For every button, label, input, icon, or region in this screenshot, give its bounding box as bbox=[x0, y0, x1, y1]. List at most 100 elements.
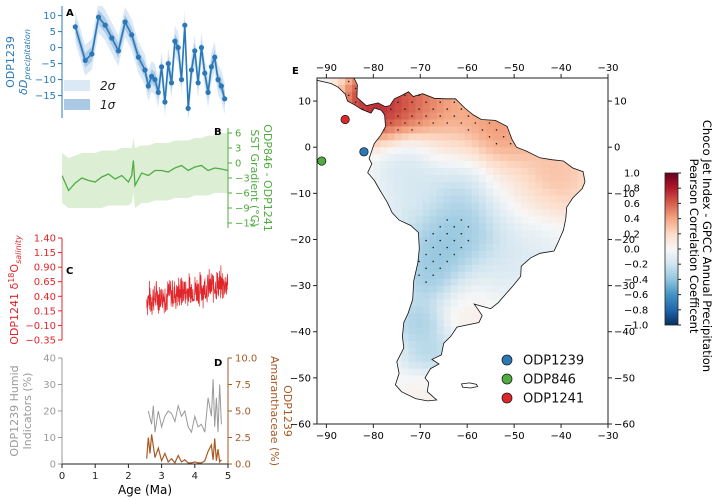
heat-cell bbox=[556, 188, 564, 196]
heat-cell bbox=[422, 154, 430, 162]
panel-d-left-ylabel-line1: ODP1239 Humid bbox=[8, 365, 21, 456]
panel-b-ylabel-line1: ODP846 - ODP1241 bbox=[261, 124, 274, 231]
heat-cell bbox=[570, 168, 578, 176]
heat-cell bbox=[450, 244, 459, 252]
heat-cell bbox=[401, 195, 409, 203]
heat-cell bbox=[500, 251, 508, 259]
heat-cell bbox=[380, 181, 388, 190]
heat-cell bbox=[507, 237, 515, 245]
heat-cell bbox=[331, 78, 339, 86]
heat-cell bbox=[514, 168, 522, 176]
heat-cell bbox=[415, 320, 423, 328]
heat-cell bbox=[415, 168, 423, 176]
stipple-dot bbox=[425, 101, 427, 103]
heat-cell bbox=[436, 313, 445, 321]
stipple-dot bbox=[432, 246, 435, 249]
heat-cell bbox=[521, 168, 529, 176]
heat-cell bbox=[422, 320, 430, 328]
heat-cell bbox=[478, 195, 487, 203]
stipple-dot bbox=[397, 115, 399, 117]
heat-cell bbox=[500, 174, 508, 183]
heat-cell bbox=[535, 161, 543, 169]
stipple-dot bbox=[432, 260, 435, 263]
heat-cell bbox=[478, 174, 487, 183]
heat-cell bbox=[471, 299, 480, 307]
heat-cell bbox=[450, 147, 459, 155]
colorbar-tick-label: −0.8 bbox=[624, 305, 648, 316]
heat-cell bbox=[380, 154, 388, 162]
panel-a-point bbox=[109, 35, 115, 41]
heat-cell bbox=[373, 147, 381, 155]
heat-cell bbox=[394, 147, 402, 155]
heat-cell bbox=[422, 174, 430, 183]
heat-cell bbox=[549, 174, 557, 183]
map-right-tick-label: −60 bbox=[614, 420, 635, 431]
heat-cell bbox=[443, 202, 452, 210]
panel-c-series bbox=[146, 265, 228, 316]
heat-cell bbox=[457, 188, 466, 196]
heat-cell bbox=[450, 320, 459, 328]
panel-d-left-y-ticks: 0 10 20 30 40 bbox=[43, 354, 62, 471]
stipple-dot bbox=[460, 232, 463, 235]
heat-cell bbox=[450, 188, 459, 196]
heat-cell bbox=[493, 271, 501, 280]
panel-d-left-tick-label: 30 bbox=[43, 380, 56, 391]
heat-cell bbox=[521, 251, 529, 259]
panel-a-point bbox=[95, 14, 102, 20]
heat-cell bbox=[457, 271, 466, 280]
stipple-dot bbox=[488, 122, 491, 124]
heat-cell bbox=[507, 271, 515, 280]
heat-cell bbox=[401, 361, 409, 369]
stipple-dot bbox=[390, 122, 392, 124]
heat-cell bbox=[464, 306, 473, 314]
heat-cell bbox=[408, 188, 416, 196]
heat-cell bbox=[436, 278, 445, 286]
heat-cell bbox=[507, 230, 515, 238]
heat-cell bbox=[542, 216, 550, 224]
site-odp846 bbox=[317, 156, 327, 166]
heat-cell bbox=[478, 278, 487, 286]
heat-cell bbox=[415, 347, 423, 356]
map-right-tick-label: −10 bbox=[614, 189, 635, 200]
stipple-dot bbox=[453, 101, 456, 103]
heat-cell bbox=[556, 230, 564, 238]
panel-b-uncertainty bbox=[62, 133, 228, 208]
heat-cell bbox=[422, 181, 430, 190]
heat-cell bbox=[514, 271, 522, 280]
heat-cell bbox=[493, 216, 501, 224]
heat-cell bbox=[570, 188, 578, 196]
heat-cell bbox=[436, 306, 445, 314]
heat-cell bbox=[408, 209, 416, 217]
map-left-tick-label: −50 bbox=[290, 373, 311, 384]
heat-cell bbox=[457, 174, 466, 183]
heat-cell bbox=[478, 133, 487, 141]
heat-cell bbox=[415, 154, 423, 162]
heat-cell bbox=[471, 202, 480, 210]
coastline bbox=[317, 78, 586, 402]
panel-a-point bbox=[195, 80, 201, 86]
heat-cell bbox=[415, 334, 423, 342]
panel-d-right-tick-label: 7.5 bbox=[235, 380, 251, 391]
heat-cell bbox=[380, 161, 388, 169]
heat-cell bbox=[436, 341, 445, 349]
panel-b-band bbox=[62, 133, 228, 208]
stipple-dot bbox=[347, 94, 350, 97]
heat-cell bbox=[401, 209, 409, 217]
heat-cell bbox=[464, 133, 473, 141]
heat-cell bbox=[521, 244, 529, 252]
heat-cell bbox=[429, 278, 437, 286]
heat-cell bbox=[415, 396, 423, 401]
heat-cell bbox=[429, 112, 437, 120]
stipple-dot bbox=[467, 226, 470, 228]
heat-cell bbox=[478, 271, 487, 280]
heat-cell bbox=[486, 264, 494, 273]
heat-cell bbox=[429, 396, 437, 401]
heat-cell bbox=[422, 354, 430, 363]
panel-d-left-tick-label: 40 bbox=[43, 354, 56, 365]
heat-cell bbox=[471, 292, 480, 300]
heat-cell bbox=[436, 126, 445, 134]
heat-cell bbox=[493, 147, 501, 155]
heat-cell bbox=[535, 223, 543, 231]
heat-cell bbox=[394, 140, 402, 148]
heat-cell bbox=[422, 396, 430, 401]
